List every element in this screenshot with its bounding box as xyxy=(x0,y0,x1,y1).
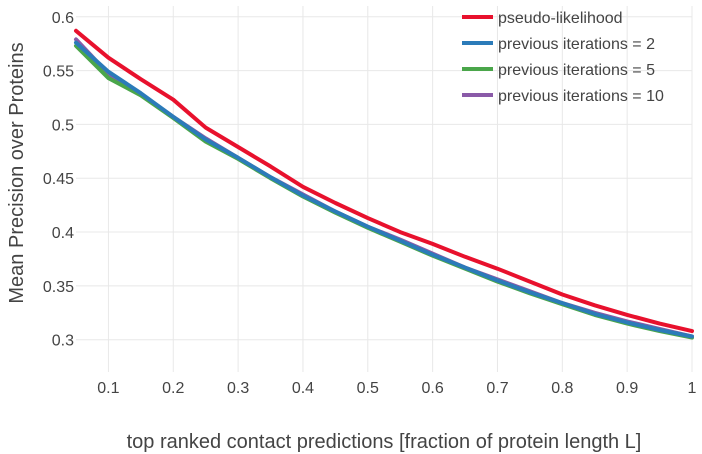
x-tick-label: 1 xyxy=(688,380,697,397)
y-axis-ticks: 0.3 0.35 0.4 0.45 0.5 0.55 0.6 xyxy=(43,10,74,350)
series-line-previous-iterations-10 xyxy=(74,37,694,339)
x-tick-label: 0.3 xyxy=(227,380,249,397)
y-axis-title: Mean Precision over Proteins xyxy=(6,42,28,303)
x-axis-title: top ranked contact predictions [fraction… xyxy=(127,431,642,453)
x-tick-label: 0.6 xyxy=(422,380,444,397)
y-tick-label: 0.4 xyxy=(52,225,74,242)
series-line-previous-iterations-2 xyxy=(74,40,694,339)
legend-label: pseudo-likelihood xyxy=(498,10,623,27)
x-tick-label: 0.7 xyxy=(486,380,508,397)
legend-label: previous iterations = 2 xyxy=(498,36,655,53)
legend-label: previous iterations = 5 xyxy=(498,62,655,79)
series-lines xyxy=(74,28,694,340)
y-tick-label: 0.5 xyxy=(52,117,74,134)
x-tick-label: 0.4 xyxy=(292,380,314,397)
x-tick-label: 0.1 xyxy=(97,380,119,397)
y-tick-label: 0.35 xyxy=(43,279,74,296)
x-tick-label: 0.5 xyxy=(357,380,379,397)
x-tick-label: 0.8 xyxy=(551,380,573,397)
y-tick-label: 0.45 xyxy=(43,171,74,188)
y-tick-label: 0.55 xyxy=(43,64,74,81)
legend-label: previous iterations = 10 xyxy=(498,88,664,105)
legend: pseudo-likelihood previous iterations = 2… xyxy=(462,10,664,105)
series-line-pseudo-likelihood xyxy=(74,28,694,334)
y-tick-label: 0.6 xyxy=(52,10,74,27)
x-tick-label: 0.2 xyxy=(162,380,184,397)
y-tick-label: 0.3 xyxy=(52,333,74,350)
x-axis-ticks: 0.1 0.2 0.3 0.4 0.5 0.6 0.7 0.8 0.9 1 xyxy=(97,380,696,397)
x-tick-label: 0.9 xyxy=(616,380,638,397)
